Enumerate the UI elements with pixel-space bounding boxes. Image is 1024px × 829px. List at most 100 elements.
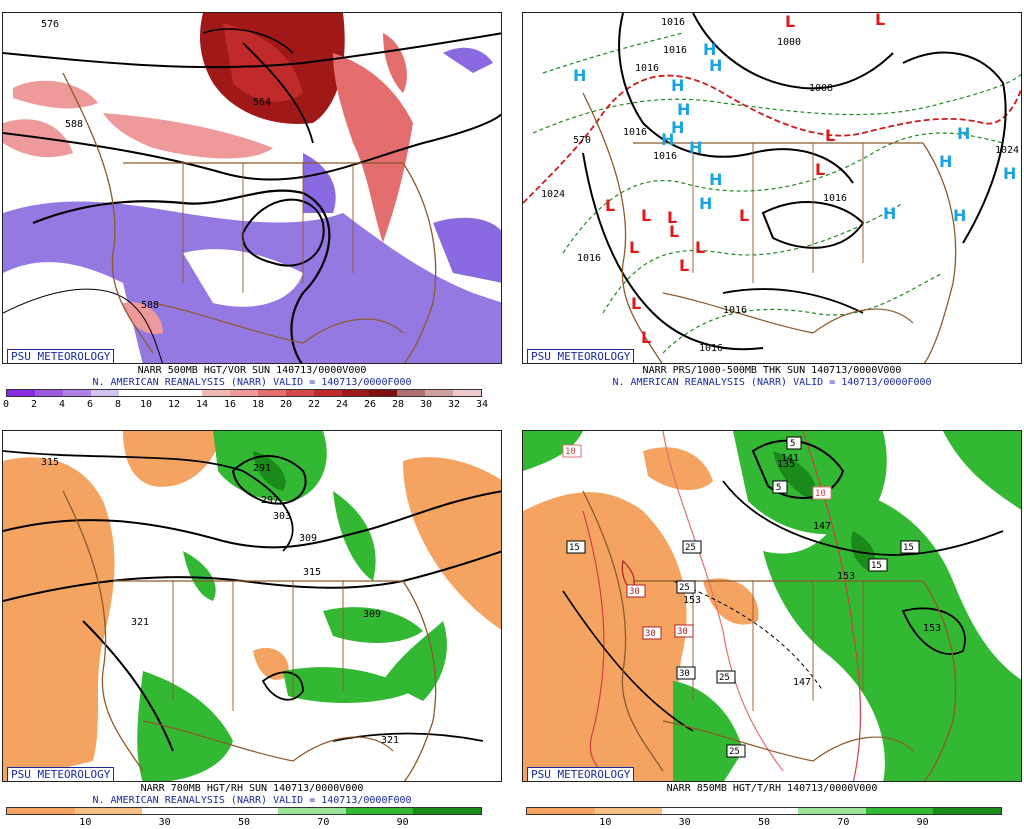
low-pressure-symbol: L bbox=[825, 126, 835, 145]
low-pressure-symbol: L bbox=[631, 294, 641, 313]
high-pressure-symbol: H bbox=[957, 124, 970, 143]
colorbar-segment bbox=[730, 808, 798, 814]
colorbar-tick-label: 34 bbox=[475, 399, 489, 410]
contour-label: 1000 bbox=[777, 37, 801, 48]
colorbar-tick-label: 24 bbox=[335, 399, 349, 410]
panel-500mb-vorticity: 576 588 588 564 PSU METEOROLOGY NARR 500… bbox=[2, 12, 502, 410]
contour-label: 1016 bbox=[577, 253, 601, 264]
contour-label: 576 bbox=[41, 19, 59, 30]
colorbar-tick-label: 16 bbox=[223, 399, 237, 410]
contour-label: 321 bbox=[131, 617, 149, 628]
colorbar-segment bbox=[118, 390, 147, 396]
high-pressure-symbol: H bbox=[883, 204, 896, 223]
low-pressure-symbol: L bbox=[815, 160, 825, 179]
contour-label: 153 bbox=[683, 595, 701, 606]
contour-label: 309 bbox=[299, 533, 317, 544]
colorbar-tick-label: 18 bbox=[251, 399, 265, 410]
colorbar-segment bbox=[369, 390, 398, 396]
contour-label: 588 bbox=[141, 300, 159, 311]
colorbar-segment bbox=[662, 808, 731, 814]
contour-label: 291 bbox=[253, 463, 271, 474]
colorbar-segment bbox=[413, 808, 482, 814]
low-pressure-symbol: L bbox=[667, 208, 677, 227]
colorbar-vorticity bbox=[6, 389, 482, 397]
colorbar-segment bbox=[345, 808, 414, 814]
high-pressure-symbol: H bbox=[573, 66, 586, 85]
colorbar-tick-label: 26 bbox=[363, 399, 377, 410]
contour-label: 309 bbox=[363, 609, 381, 620]
colorbar-tick-label: 30 bbox=[419, 399, 433, 410]
contour-label: 30 bbox=[629, 587, 640, 597]
low-pressure-symbol: L bbox=[695, 238, 705, 257]
contour-label: 25 bbox=[729, 747, 740, 757]
contour-label: 1016 bbox=[823, 193, 847, 204]
psu-meteorology-badge: PSU METEOROLOGY bbox=[527, 767, 635, 781]
low-pressure-symbol: L bbox=[875, 13, 885, 29]
colorbar-segment bbox=[74, 808, 143, 814]
colorbar-segment bbox=[285, 390, 314, 396]
contour-label: 315 bbox=[303, 567, 321, 578]
colorbar-segment bbox=[797, 808, 866, 814]
contour-label: 15 bbox=[903, 543, 914, 553]
map-700mb-graphic: 315 291 297 303 309 315 321 321 309 bbox=[3, 431, 501, 781]
contour-label: 1016 bbox=[723, 305, 747, 316]
map-pressure: 1016 1016 1016 1016 1008 1000 1024 1024 … bbox=[522, 12, 1022, 364]
colorbar-tick-label: 22 bbox=[307, 399, 321, 410]
low-pressure-symbol: L bbox=[679, 256, 689, 275]
contour-label: 147 bbox=[813, 521, 831, 532]
high-pressure-symbol: H bbox=[689, 138, 702, 157]
colorbar-tick-label: 32 bbox=[447, 399, 461, 410]
contour-label: 10 bbox=[565, 447, 576, 457]
valid-time: N. AMERICAN REANALYSIS (NARR) VALID = 14… bbox=[612, 377, 932, 388]
high-pressure-symbol: H bbox=[699, 194, 712, 213]
high-pressure-symbol: H bbox=[709, 56, 722, 75]
map-700mb: 315 291 297 303 309 315 321 321 309 PSU … bbox=[2, 430, 502, 782]
contour-label: 1024 bbox=[541, 189, 565, 200]
colorbar-tick-label: 14 bbox=[195, 399, 209, 410]
map-850mb-graphic: 5 5 10 10 15 15 15 25 25 30 30 30 30 25 … bbox=[523, 431, 1021, 781]
colorbar-tick-label: 2 bbox=[30, 399, 38, 410]
psu-meteorology-badge: PSU METEOROLOGY bbox=[7, 349, 115, 363]
contour-label: 5 bbox=[790, 439, 795, 449]
colorbar-segment bbox=[313, 390, 342, 396]
colorbar-tick-label: 28 bbox=[391, 399, 405, 410]
contour-label: 1024 bbox=[995, 145, 1019, 156]
colorbar-tick-label: 4 bbox=[58, 399, 66, 410]
colorbar-segment bbox=[210, 808, 278, 814]
high-pressure-symbol: H bbox=[709, 170, 722, 189]
contour-label: 1016 bbox=[663, 45, 687, 56]
map-500mb-graphic: 576 588 588 564 bbox=[3, 13, 501, 363]
valid-time: N. AMERICAN REANALYSIS (NARR) VALID = 14… bbox=[92, 377, 412, 388]
colorbar-segment bbox=[277, 808, 346, 814]
contour-label: 564 bbox=[253, 97, 271, 108]
high-pressure-symbol: H bbox=[1003, 164, 1016, 183]
contour-label: 15 bbox=[871, 561, 882, 571]
colorbar-segment bbox=[257, 390, 286, 396]
colorbar-tick-label: 0 bbox=[2, 399, 10, 410]
colorbar-segment bbox=[174, 390, 203, 396]
contour-label: 141 bbox=[781, 453, 799, 464]
psu-meteorology-badge: PSU METEOROLOGY bbox=[527, 349, 635, 363]
contour-label: 1016 bbox=[623, 127, 647, 138]
contour-label: 1008 bbox=[809, 83, 833, 94]
product-title: NARR 700MB HGT/RH SUN 140713/0000V000 bbox=[140, 783, 364, 794]
panel-pressure-thickness: 1016 1016 1016 1016 1008 1000 1024 1024 … bbox=[522, 12, 1022, 407]
colorbar-tick-label: 20 bbox=[279, 399, 293, 410]
colorbar-segment bbox=[397, 390, 426, 396]
colorbar-segment bbox=[341, 390, 370, 396]
contour-label: 147 bbox=[793, 677, 811, 688]
low-pressure-symbol: L bbox=[629, 238, 639, 257]
contour-label: 15 bbox=[569, 543, 580, 553]
contour-label: 25 bbox=[685, 543, 696, 553]
contour-label: 315 bbox=[41, 457, 59, 468]
contour-label: 303 bbox=[273, 511, 291, 522]
low-pressure-symbol: L bbox=[669, 222, 679, 241]
contour-label: 10 bbox=[815, 489, 826, 499]
product-title: NARR 500MB HGT/VOR SUN 140713/0000V000 bbox=[137, 365, 367, 376]
valid-time: N. AMERICAN REANALYSIS (NARR) VALID = 14… bbox=[92, 795, 412, 806]
psu-meteorology-badge: PSU METEOROLOGY bbox=[7, 767, 115, 781]
colorbar-tick-label: 8 bbox=[114, 399, 122, 410]
contour-label: 30 bbox=[679, 669, 690, 679]
map-pressure-graphic: 1016 1016 1016 1016 1008 1000 1024 1024 … bbox=[523, 13, 1021, 363]
map-500mb: 576 588 588 564 PSU METEOROLOGY bbox=[2, 12, 502, 364]
